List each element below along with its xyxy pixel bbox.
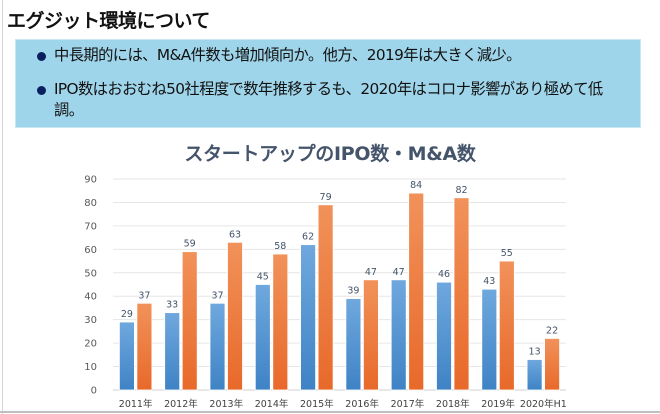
bar-ma	[408, 192, 425, 391]
bullet-dot-icon	[37, 86, 46, 95]
bar-ipo	[300, 244, 317, 391]
data-label: 58	[274, 241, 286, 252]
bar-ipo	[436, 281, 452, 391]
y-tick-label: 80	[84, 198, 97, 209]
summary-text: 中長期的には、M&A件数も増加傾向か。他方、2019年は大きく減少。	[54, 46, 521, 64]
y-tick-label: 40	[84, 292, 97, 303]
bar-ipo	[390, 279, 407, 391]
x-tick-label: 2014年	[255, 398, 289, 410]
bars	[119, 192, 560, 391]
x-tick-label: 2011年	[119, 398, 153, 410]
bar-ipo	[526, 359, 543, 391]
bar-ipo	[345, 298, 362, 391]
bar-ma	[362, 279, 379, 391]
y-axis: 0 10 20 30 40 50 60 70 80 90	[84, 175, 97, 397]
gridlines	[113, 178, 566, 391]
y-tick-label: 60	[84, 245, 97, 256]
y-tick-label: 0	[91, 386, 97, 397]
summary-text: IPO数はおおむね50社程度で数年推移するも、2020年はコロナ影響があり極めて…	[54, 80, 603, 119]
x-tick-label: 2015年	[300, 398, 334, 410]
x-tick-label: 2018年	[436, 398, 470, 410]
bullet-dot-icon	[37, 52, 46, 61]
bar-ma	[453, 197, 470, 391]
data-labels: 29 37 33 59 37 63 45 58 62 79 39 47 47 84 46 82 43 55 13 22	[121, 180, 558, 357]
data-label: 47	[393, 267, 405, 278]
data-label: 37	[211, 290, 223, 301]
y-tick-label: 20	[84, 339, 97, 350]
bar-ipo	[164, 312, 181, 391]
bar-ma	[136, 302, 153, 391]
bar-ma	[544, 338, 560, 391]
data-label: 63	[229, 229, 241, 240]
bar-ma	[181, 251, 198, 391]
data-label: 46	[438, 269, 450, 280]
summary-box: 中長期的には、M&A件数も増加傾向か。他方、2019年は大きく減少。 IPO数は…	[15, 39, 641, 128]
bar-ipo	[481, 288, 498, 391]
x-tick-label: 2019年	[481, 398, 515, 410]
page-title: エグジット環境について	[7, 10, 210, 32]
x-tick-label: 2020年H1	[520, 398, 567, 410]
data-label: 84	[410, 180, 422, 191]
x-tick-label: 2012年	[164, 398, 198, 410]
slide-bottom-border	[0, 411, 660, 413]
data-label: 22	[546, 325, 558, 336]
bar-ma	[317, 204, 334, 391]
data-label: 47	[365, 267, 377, 278]
data-label: 37	[138, 290, 150, 301]
data-label: 29	[121, 309, 133, 320]
y-tick-label: 30	[84, 315, 97, 326]
bar-ipo	[209, 302, 226, 391]
data-label: 39	[347, 286, 359, 297]
x-tick-label: 2017年	[391, 398, 425, 410]
bar-ma	[227, 241, 243, 391]
bar-ipo	[119, 321, 135, 391]
bar-ma	[498, 260, 515, 391]
data-label: 55	[501, 248, 513, 259]
data-label: 33	[166, 300, 178, 311]
chart-title: スタートアップのIPO数・M&A数	[184, 143, 476, 165]
y-tick-label: 70	[84, 221, 97, 232]
x-axis: 2011年 2012年 2013年 2014年 2015年 2016年 2017年 2018年…	[119, 398, 567, 410]
data-label: 43	[483, 276, 495, 287]
slide-left-border	[2, 0, 3, 414]
data-label: 45	[257, 272, 269, 283]
bar-ipo	[254, 284, 271, 391]
y-tick-label: 50	[84, 268, 97, 279]
y-tick-label: 10	[84, 362, 97, 373]
y-tick-label: 90	[84, 175, 97, 186]
data-label: 13	[529, 347, 541, 358]
x-tick-label: 2013年	[209, 398, 243, 410]
data-label: 59	[184, 239, 196, 250]
data-label: 79	[320, 192, 332, 203]
data-label: 62	[302, 232, 314, 243]
data-label: 82	[455, 185, 467, 196]
x-tick-label: 2016年	[345, 398, 379, 410]
bar-ma	[272, 253, 289, 391]
